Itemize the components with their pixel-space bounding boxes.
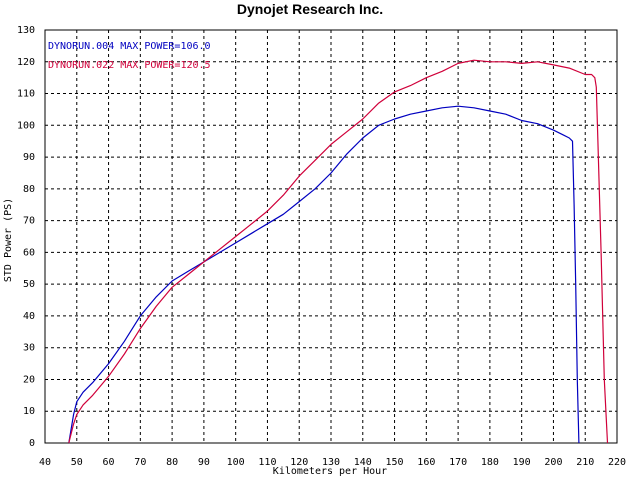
y-tick-label: 30 [23, 343, 35, 354]
y-tick-label: 90 [23, 152, 35, 163]
x-tick-label: 120 [290, 457, 308, 468]
x-tick-label: 160 [417, 457, 435, 468]
chart-title: Dynojet Research Inc. [237, 1, 383, 17]
y-tick-label: 70 [23, 216, 35, 227]
x-tick-label: 150 [386, 457, 404, 468]
legend: DYNORUN.004 MAX POWER=106.0 DYNORUN.022 M… [48, 41, 211, 71]
x-tick-labels: 40 50 60 70 80 90 100 110 120 130 140 150 160 170 180 1… [39, 457, 626, 468]
y-tick-labels: 0 10 20 30 40 50 60 70 80 90 100 110 120 130 [17, 25, 35, 449]
series-lines [68, 59, 609, 444]
plot-area-frame [44, 29, 618, 444]
legend-entry-1: DYNORUN.004 MAX POWER=106.0 [48, 41, 211, 52]
x-tick-label: 110 [258, 457, 276, 468]
y-tick-label: 120 [17, 57, 35, 68]
y-tick-label: 10 [23, 406, 35, 417]
y-tick-label: 60 [23, 247, 35, 258]
y-tick-label: 50 [23, 279, 35, 290]
x-tick-label: 210 [576, 457, 594, 468]
x-tick-label: 180 [481, 457, 499, 468]
series-line-1 [68, 105, 580, 444]
y-tick-label: 20 [23, 374, 35, 385]
legend-entry-2: DYNORUN.022 MAX POWER=120.5 [48, 60, 211, 71]
y-axis-label: STD Power (PS) [3, 198, 14, 282]
y-tick-label: 40 [23, 311, 35, 322]
x-tick-label: 40 [39, 457, 51, 468]
x-tick-label: 130 [322, 457, 340, 468]
series-line-2 [68, 59, 609, 444]
x-tick-label: 170 [449, 457, 467, 468]
x-tick-label: 70 [134, 457, 146, 468]
y-tick-label: 100 [17, 120, 35, 131]
y-tick-label: 80 [23, 184, 35, 195]
x-tick-label: 190 [513, 457, 531, 468]
y-tick-label: 130 [17, 25, 35, 36]
y-tick-label: 0 [29, 438, 35, 449]
x-tick-label: 140 [354, 457, 372, 468]
x-tick-label: 90 [198, 457, 210, 468]
x-tick-label: 50 [71, 457, 83, 468]
x-axis-label: Kilometers per Hour [273, 466, 387, 477]
x-tick-label: 80 [166, 457, 178, 468]
x-tick-label: 200 [544, 457, 562, 468]
x-tick-label: 220 [608, 457, 626, 468]
x-tick-label: 100 [227, 457, 245, 468]
x-tick-label: 60 [103, 457, 115, 468]
grid-lines [45, 30, 617, 443]
y-tick-label: 110 [17, 89, 35, 100]
